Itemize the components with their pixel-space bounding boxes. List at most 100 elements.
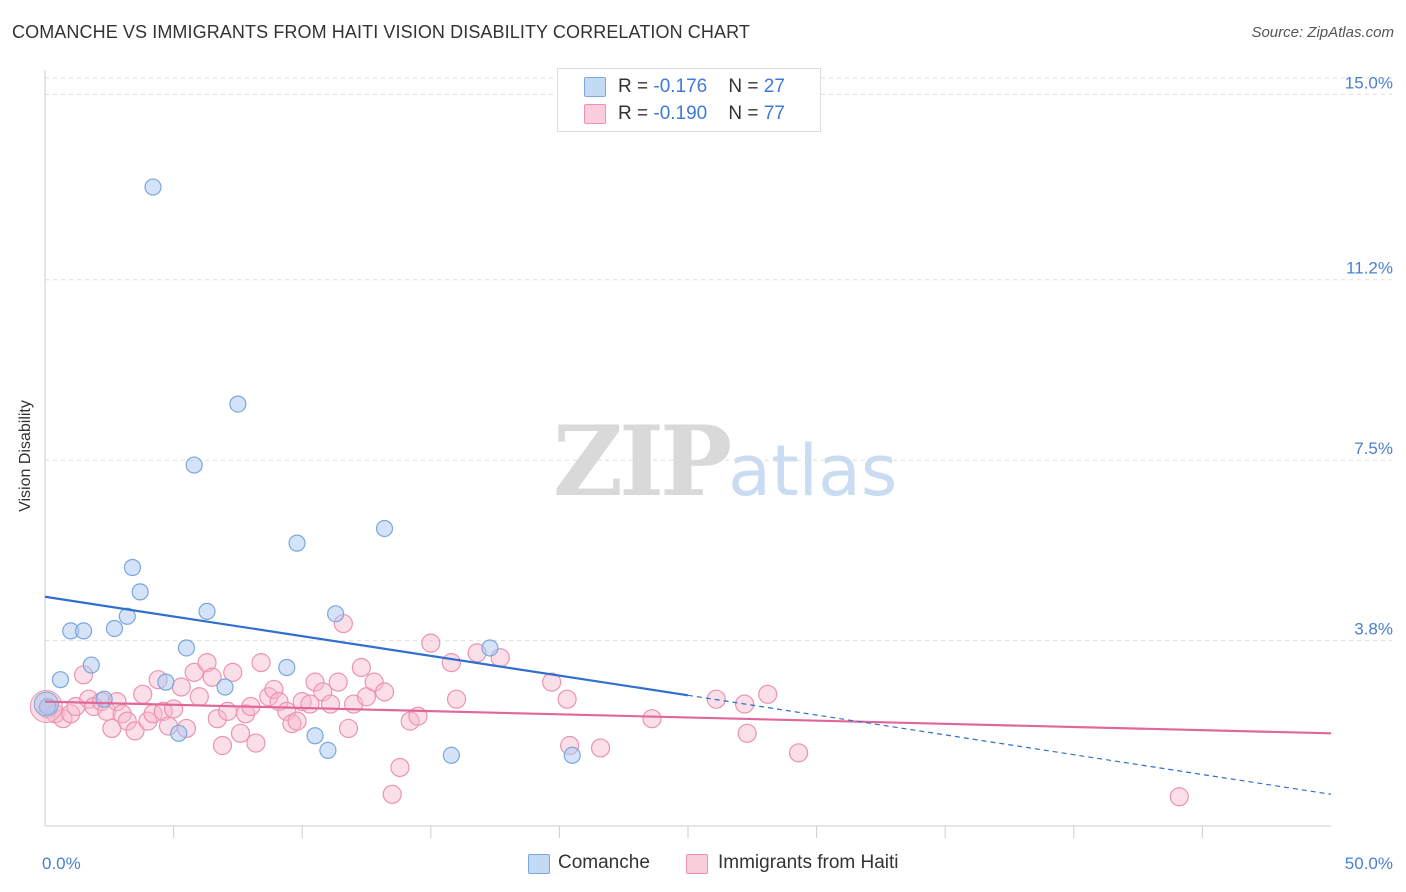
data-point-haiti [251, 653, 271, 673]
legend-row-comanche: R = -0.176 N = 27 [618, 76, 785, 98]
legend-n-label: N = [728, 103, 764, 124]
legend-swatch-haiti [686, 854, 708, 874]
data-point-haiti [590, 738, 611, 758]
axes [44, 70, 1331, 838]
data-point-comanche [131, 583, 149, 601]
data-point-haiti [313, 682, 333, 702]
data-point-comanche [306, 727, 324, 745]
data-point-haiti [364, 672, 384, 692]
data-point-haiti [351, 657, 371, 678]
data-point-haiti [421, 633, 441, 653]
data-point-haiti [1169, 787, 1189, 807]
watermark-zip: ZIP [553, 405, 732, 518]
trend-line-comanche [44, 595, 689, 697]
data-point-comanche [278, 658, 296, 677]
data-point-comanche [82, 656, 100, 674]
data-point-haiti [557, 689, 577, 709]
data-point-comanche [177, 639, 196, 657]
legend-swatch-comanche [584, 77, 606, 97]
legend-r-label: R = [618, 76, 654, 97]
data-point-comanche [481, 639, 499, 657]
trend-line-comanche-extension [687, 694, 1332, 795]
data-point-comanche [442, 746, 460, 764]
x-tick-label: 50.0% [1345, 854, 1393, 873]
gridlines [45, 77, 1392, 642]
data-point-comanche [375, 519, 394, 538]
data-point-haiti [264, 679, 284, 700]
legend-label-haiti: Immigrants from Haiti [718, 852, 899, 873]
source-label: Source: ZipAtlas.com [1251, 24, 1394, 41]
data-point-comanche [95, 690, 113, 708]
data-point-haiti [287, 711, 307, 731]
data-point-comanche [74, 622, 93, 640]
data-point-haiti [642, 709, 662, 729]
data-point-haiti [164, 699, 184, 719]
data-point-haiti [202, 667, 222, 687]
data-point-haiti [171, 677, 191, 697]
data-point-comanche [51, 671, 70, 689]
data-point-haiti [542, 672, 562, 692]
data-point-haiti [207, 709, 227, 729]
data-point-haiti [320, 694, 341, 714]
tick-labels: 3.8% 7.5% 11.2% 15.0% 0.0% 50.0% [42, 73, 1393, 873]
watermark: ZIPatlas [553, 405, 897, 518]
data-point-haiti [102, 718, 122, 739]
data-point-haiti [282, 713, 302, 734]
data-point-haiti [441, 653, 461, 673]
data-point-haiti [230, 723, 251, 743]
legend-label-comanche: Comanche [558, 852, 650, 873]
data-point-haiti [184, 662, 204, 682]
data-point-comanche [327, 605, 345, 623]
legend-n-value: 77 [763, 103, 785, 124]
data-point-haiti [269, 692, 289, 712]
data-point-comanche [229, 395, 247, 413]
data-point-comanche [198, 602, 216, 620]
data-point-haiti [390, 757, 410, 778]
legend-swatch-haiti [584, 104, 606, 124]
y-tick-label: 11.2% [1346, 259, 1393, 278]
data-point-haiti [446, 689, 467, 709]
legend-r-value: -0.176 [653, 76, 708, 97]
data-point-comanche [563, 746, 581, 764]
data-point-comanche [216, 678, 234, 696]
y-tick-label: 3.8% [1354, 620, 1393, 639]
data-point-comanche [288, 534, 306, 552]
data-point-comanche [185, 456, 203, 474]
data-point-haiti [292, 692, 312, 712]
data-point-haiti [212, 735, 233, 756]
legend-n-label: N = [728, 76, 764, 97]
data-point-haiti [117, 711, 137, 731]
legend-r-value: -0.190 [653, 103, 708, 124]
y-tick-label: 7.5% [1354, 439, 1393, 458]
data-point-haiti [223, 662, 243, 682]
legend-r-label: R = [618, 103, 654, 124]
data-point-comanche [157, 673, 175, 691]
data-point-comanche [319, 741, 337, 760]
data-point-haiti [246, 733, 266, 753]
data-point-haiti [737, 723, 757, 743]
data-point-haiti [382, 784, 402, 804]
data-point-haiti [133, 684, 153, 704]
data-point-haiti [374, 682, 395, 702]
series-haiti-points [29, 613, 1189, 807]
data-point-comanche-large [33, 691, 59, 717]
series-comanche-points [33, 178, 581, 764]
x-tick-label: 0.0% [42, 854, 81, 873]
legend-row-haiti: R = -0.190 N = 77 [618, 103, 785, 125]
data-point-comanche [123, 558, 142, 577]
data-point-comanche [105, 619, 124, 638]
data-point-comanche [170, 724, 188, 742]
watermark-atlas: atlas [728, 430, 898, 512]
chart-title: COMANCHE VS IMMIGRANTS FROM HAITI VISION… [12, 22, 750, 42]
series-legend: Comanche Immigrants from Haiti [0, 852, 1406, 876]
correlation-legend: R = -0.176 N = 27 R = -0.190 N = 77 [557, 68, 821, 132]
data-point-haiti [197, 653, 217, 673]
y-tick-label: 15.0% [1345, 73, 1393, 92]
data-point-haiti [125, 721, 145, 741]
data-point-comanche [144, 178, 162, 196]
data-point-haiti [788, 743, 809, 763]
legend-n-value: 27 [763, 76, 785, 97]
data-point-haiti [338, 718, 359, 739]
data-point-haiti [758, 684, 778, 704]
